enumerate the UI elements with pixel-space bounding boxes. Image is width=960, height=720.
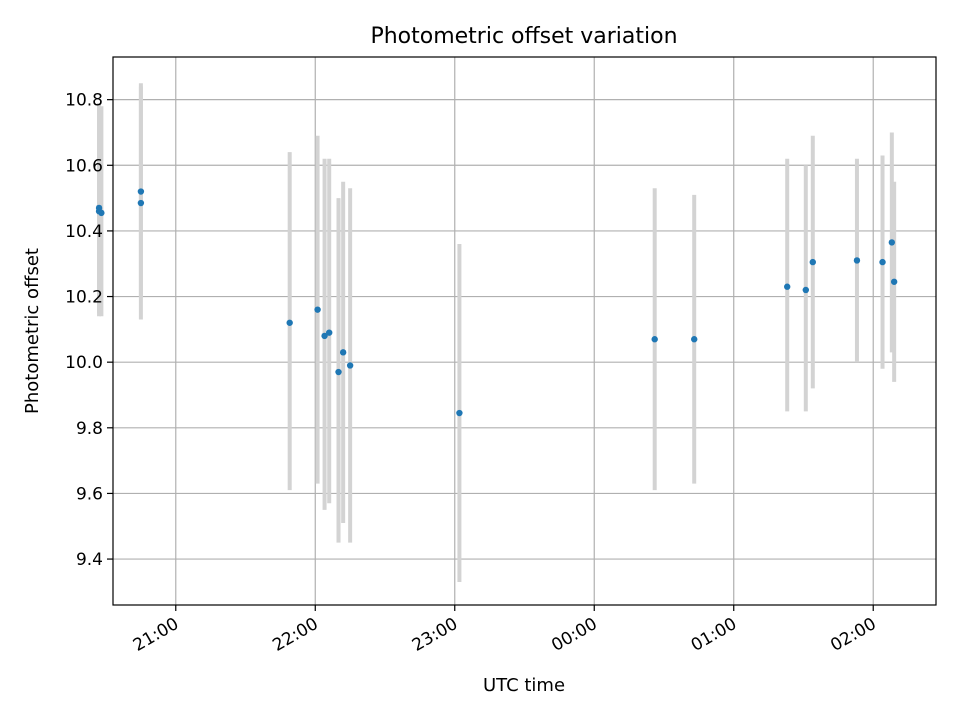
- y-tick-label: 10.4: [65, 222, 103, 242]
- data-point: [346, 362, 354, 369]
- data-point: [98, 209, 105, 217]
- y-tick-label: 10.2: [65, 288, 103, 308]
- y-tick-label: 9.8: [76, 419, 103, 439]
- data-point: [456, 409, 463, 417]
- data-point: [784, 283, 791, 290]
- y-axis-ticks: 9.4 9.6 9.8 10.0 10.2 10.4 10.6 10.8: [65, 91, 113, 570]
- data-point: [691, 336, 698, 343]
- chart-title: Photometric offset variation: [370, 24, 677, 49]
- data-point: [137, 199, 145, 207]
- data-point: [888, 239, 896, 246]
- data-point: [321, 332, 328, 340]
- grid-layer: [113, 57, 936, 605]
- data-point: [137, 188, 145, 195]
- plot-frame: [112, 56, 937, 606]
- data-point: [339, 349, 347, 356]
- data-point: [853, 257, 861, 264]
- y-tick-label: 10.0: [65, 353, 103, 373]
- data-point: [314, 306, 321, 313]
- data-point: [651, 336, 658, 343]
- x-axis-label: UTC time: [483, 675, 565, 696]
- data-point: [879, 258, 886, 266]
- data-point: [95, 204, 103, 212]
- data-point: [802, 286, 810, 294]
- data-point: [286, 319, 293, 326]
- y-tick-label: 10.6: [65, 156, 103, 176]
- data-point: [890, 278, 898, 285]
- data-point: [326, 329, 333, 336]
- data-point: [335, 368, 342, 376]
- y-axis-label: Photometric offset: [22, 248, 43, 414]
- y-tick-label: 10.8: [65, 91, 103, 111]
- y-tick-label: 9.6: [76, 484, 103, 504]
- data-point: [809, 258, 816, 266]
- y-tick-label: 9.4: [76, 550, 103, 570]
- point-layer: [95, 188, 898, 417]
